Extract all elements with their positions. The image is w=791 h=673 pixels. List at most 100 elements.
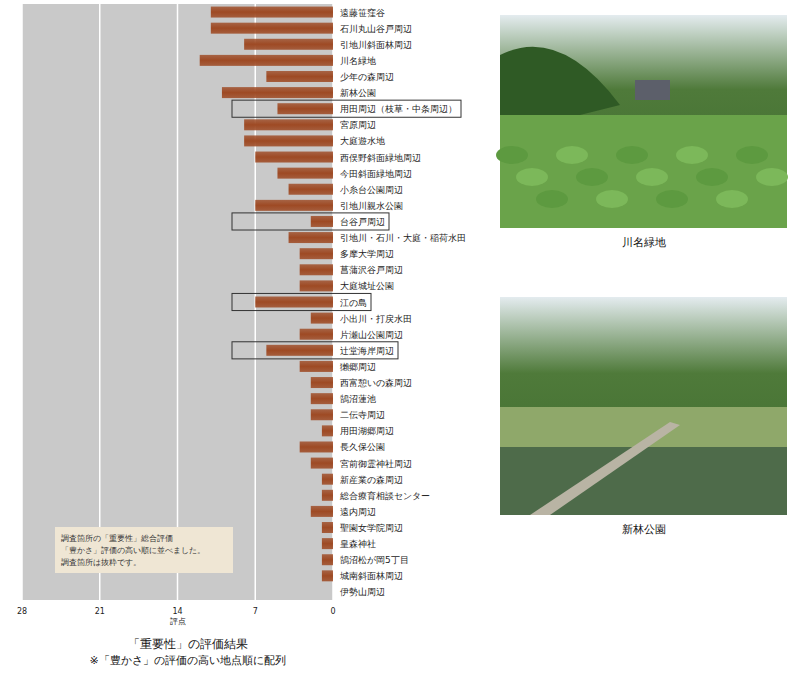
category-label: 今田斜面緑地周辺 [340,169,412,179]
grid-line [21,4,23,600]
bar [255,297,333,308]
category-label: 遠内周辺 [340,507,376,517]
bar [311,458,333,469]
bar [255,200,333,211]
category-label: 遠藤笹窪谷 [340,8,385,18]
category-label: 大庭遊水地 [340,136,385,146]
photo-leaf [716,190,748,208]
category-label: 獺郷周辺 [340,362,376,372]
grid-line [99,4,101,600]
photo-leaf [576,168,608,186]
photo-boardwalk [530,422,680,515]
subtitle: ※「豊かさ」の評価の高い地点順に配列 [89,654,285,667]
bar [322,425,333,436]
category-label: 川名緑地 [340,56,376,66]
highlight-box [232,213,389,230]
category-label: 大庭城址公園 [340,281,394,291]
bar [277,103,333,114]
photo-leaf [756,168,788,186]
highlight-box [232,342,398,359]
category-label: 西俣野斜面緑地周辺 [340,153,421,163]
photo-leaf [676,146,708,164]
photo-leaf [616,146,648,164]
bar [300,441,333,452]
bar [333,586,334,597]
photo-frame [500,15,787,228]
bar [244,135,333,146]
category-label: 二伝寺周辺 [340,410,385,420]
bar [244,119,333,130]
category-label: 引地川斜面林周辺 [340,40,412,50]
category-label: 城南斜面林周辺 [339,571,403,581]
bar [222,87,333,98]
photo-frame [500,297,787,515]
figure: 遠藤笹窪谷石川丸山谷戸周辺引地川斜面林周辺川名緑地少年の森周辺新林公園用田周辺（… [0,0,791,673]
photo-leaf [596,190,628,208]
plot-background [22,4,333,600]
photo-caption: 新林公園 [622,523,666,536]
bar [311,313,333,324]
category-label: 台谷戸周辺 [340,217,385,227]
photo-leaf [696,168,728,186]
bar [200,55,333,66]
category-label: 総合療育相談センター [339,491,430,501]
grid-line [177,4,179,600]
category-label: 用田周辺（枝草・中条周辺） [340,104,457,114]
photo-leaf [556,146,588,164]
bar [289,232,333,243]
bar [311,377,333,388]
note-text: 調査箇所は抜粋です。 [61,558,141,567]
bar [322,538,333,549]
bar [311,393,333,404]
tick-label: 21 [95,607,105,616]
photo-leaf [516,168,548,186]
bar [244,39,333,50]
category-label: 片瀬山公園周辺 [340,330,403,340]
category-label: 小糸台公園周辺 [340,185,403,195]
note-text: 調査箇所の「重要性」総合評価 [61,534,173,543]
category-label: 鵠沼松が岡5丁目 [340,555,409,565]
bar [300,264,333,275]
bar [311,216,333,227]
category-label: 宮前御霊神社周辺 [340,459,412,469]
highlight-box [232,293,371,310]
tick-label: 0 [330,607,335,616]
bar [300,280,333,291]
category-label: 引地川・石川・大庭・稲荷水田 [340,233,466,243]
bar [322,554,333,565]
bar [255,152,333,163]
bar [311,409,333,420]
category-label: 聖園女学院周辺 [340,523,403,533]
category-label: 石川丸山谷戸周辺 [340,24,412,34]
axis-title: 評点 [170,617,186,626]
category-label: 辻堂海岸周辺 [340,346,394,356]
bar [300,329,333,340]
category-label: 鵠沼蓮池 [340,394,376,404]
photo-leaf [536,190,568,208]
bar [322,490,333,501]
category-label: 新林公園 [340,88,376,98]
title: 「重要性」の評価結果 [128,637,248,651]
bar [300,248,333,259]
photo-pond [500,447,787,515]
category-label: 用田湖郷周辺 [340,426,394,436]
photo-building [635,80,670,100]
category-label: 小出川・打戻水田 [340,314,412,324]
tick-label: 28 [17,607,27,616]
photo [496,15,788,228]
bar [266,71,333,82]
photo-leaf [636,168,668,186]
category-label: 皇森神社 [340,539,376,549]
bar [300,361,333,372]
bar [289,184,333,195]
category-label: 江の島 [340,298,367,308]
category-label: 伊勢山周辺 [340,587,385,597]
highlight-box [232,100,461,117]
bar [211,7,333,18]
bar [322,474,333,485]
bar [311,506,333,517]
tick-label: 7 [253,607,258,616]
category-label: 新産業の森周辺 [340,475,403,485]
photo-leaf [656,190,688,208]
bar [322,522,333,533]
